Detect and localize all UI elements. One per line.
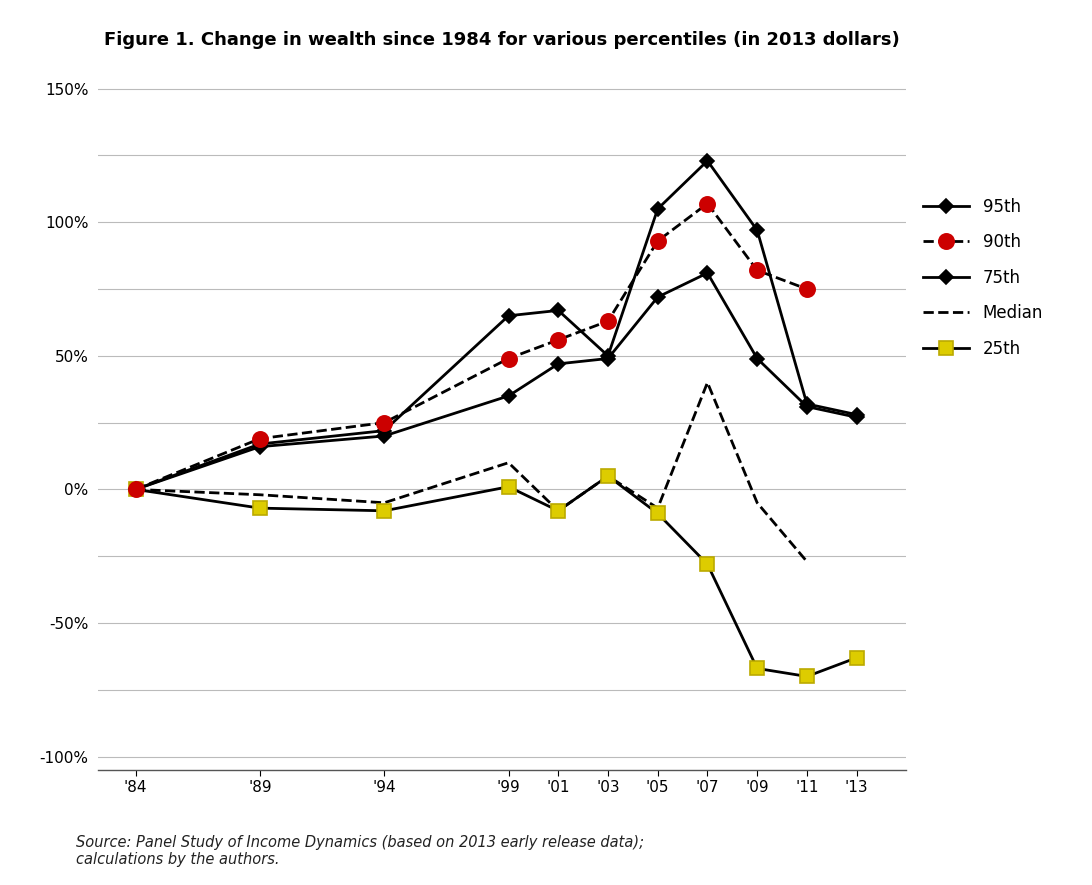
Text: Source: Panel Study of Income Dynamics (based on 2013 early release data);
calcu: Source: Panel Study of Income Dynamics (… xyxy=(76,835,644,867)
Title: Figure 1. Change in wealth since 1984 for various percentiles (in 2013 dollars): Figure 1. Change in wealth since 1984 fo… xyxy=(105,31,900,50)
Legend: 95th, 90th, 75th, Median, 25th: 95th, 90th, 75th, Median, 25th xyxy=(923,197,1043,358)
